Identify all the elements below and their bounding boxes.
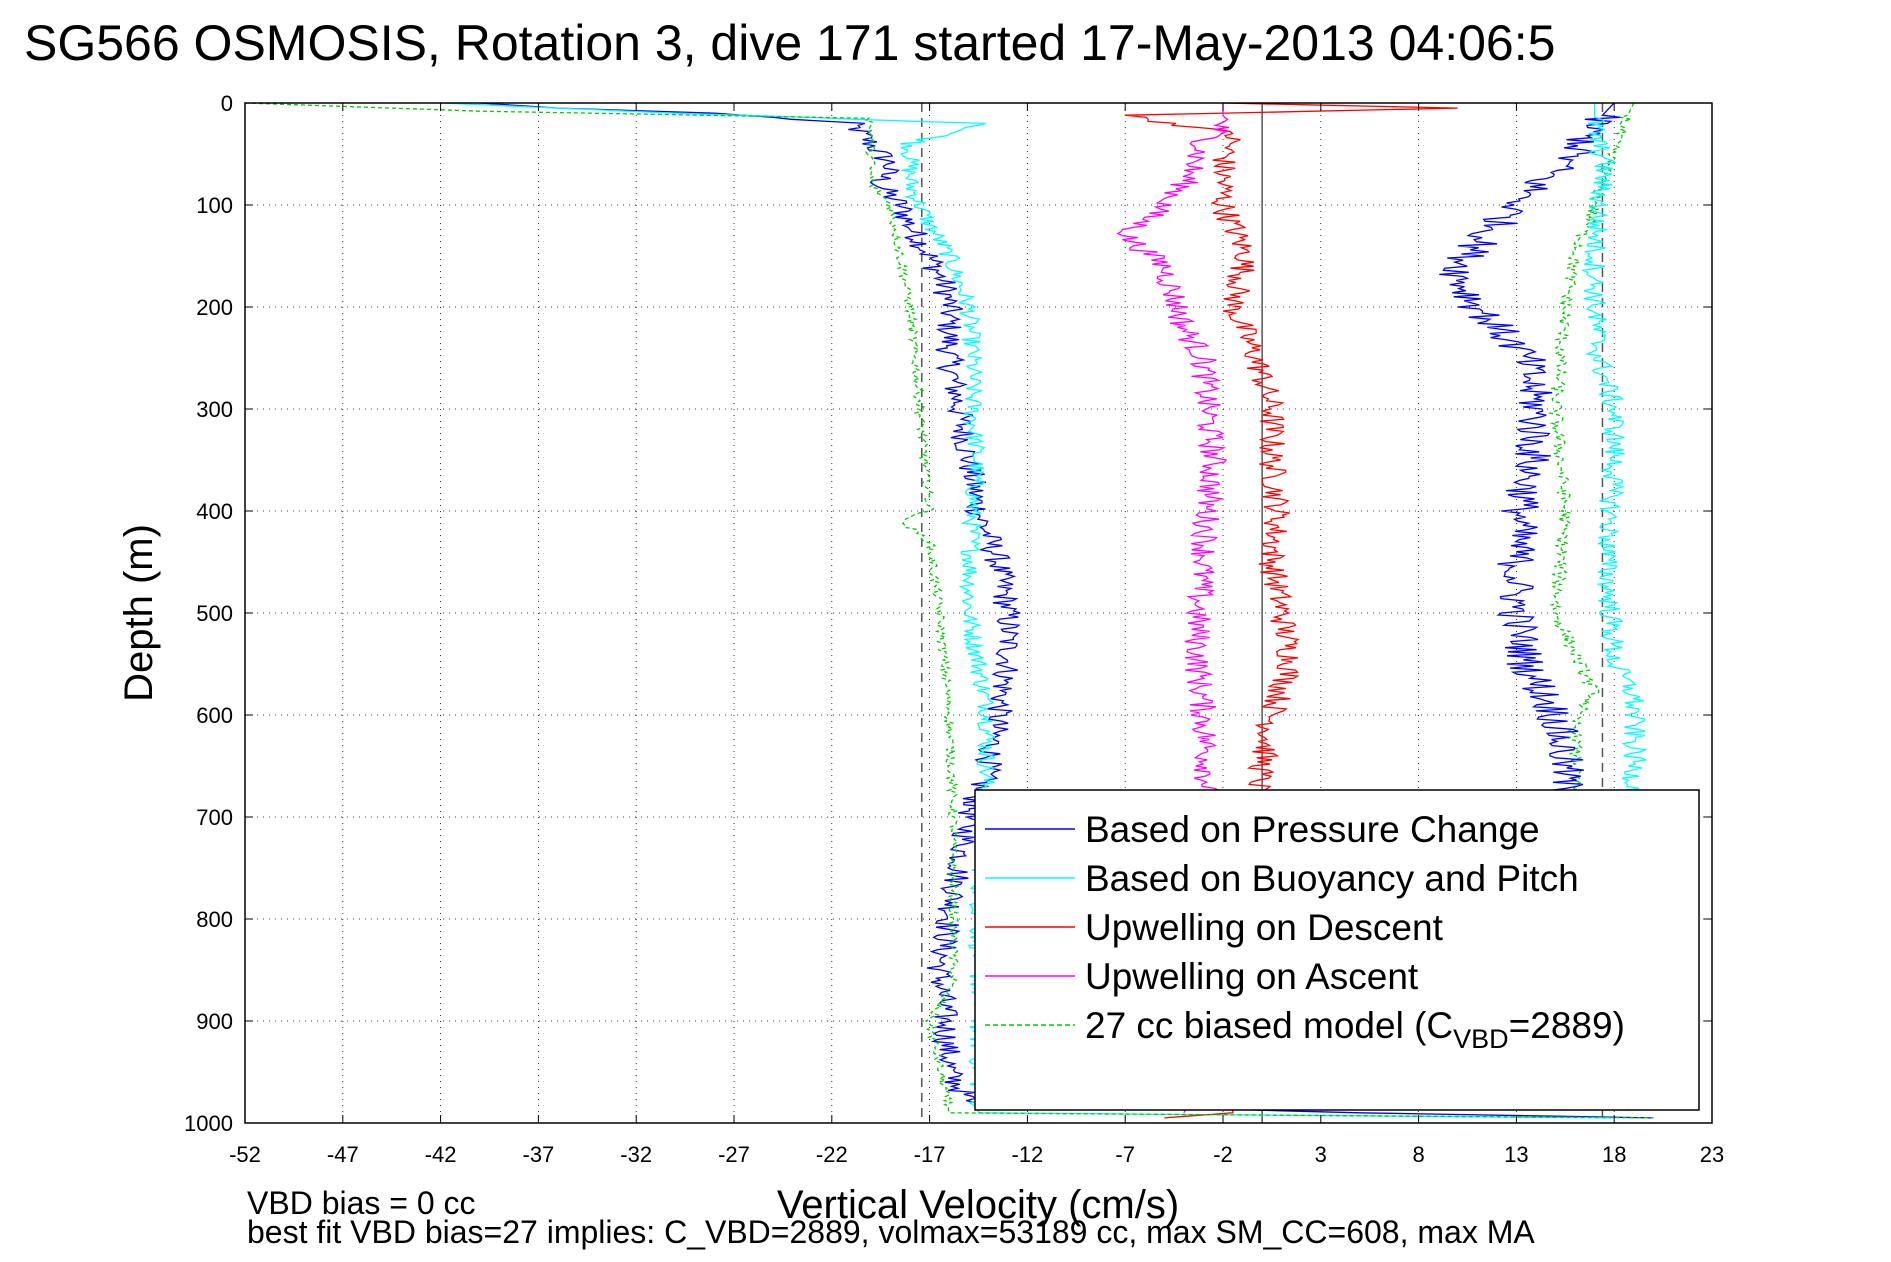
legend-label: Upwelling on Descent: [1085, 907, 1444, 948]
x-tick-label: -47: [327, 1142, 359, 1167]
y-tick-label: 700: [196, 805, 233, 830]
legend-box: [974, 789, 1700, 1111]
x-tick-label: 13: [1504, 1142, 1528, 1167]
x-tick-label: -7: [1115, 1142, 1135, 1167]
x-axis: -52 -47 -42 -37 -32 -27 -22 -17 -12 -7 -2 3 8 13 18 23: [229, 103, 1724, 1167]
y-tick-label: 500: [196, 601, 233, 626]
grid: [245, 103, 1712, 1123]
note-best-fit: best fit VBD bias=27 implies: C_VBD=2889…: [247, 1214, 1535, 1250]
x-tick-label: -12: [1012, 1142, 1044, 1167]
x-axis-label: Vertical Velocity (cm/s): [777, 1183, 1179, 1227]
y-tick-label: 900: [196, 1009, 233, 1034]
legend-label: Based on Pressure Change: [1085, 809, 1540, 850]
x-tick-label: -2: [1213, 1142, 1233, 1167]
series-line: [1547, 102, 1635, 818]
chart-title: SG566 OSMOSIS, Rotation 3, dive 171 star…: [24, 15, 1555, 71]
y-tick-label: 0: [221, 91, 233, 116]
x-tick-label: -32: [620, 1142, 652, 1167]
x-tick-label: 23: [1700, 1142, 1724, 1167]
x-tick-label: -27: [718, 1142, 750, 1167]
x-tick-label: 8: [1412, 1142, 1424, 1167]
legend-label: Based on Buoyancy and Pitch: [1085, 858, 1579, 899]
y-tick-label: 400: [196, 499, 233, 524]
legend-label: Upwelling on Ascent: [1085, 956, 1419, 997]
series-line: [244, 102, 1654, 1119]
legend-label: 27 cc biased model (CVBD=2889): [1085, 1005, 1625, 1054]
y-tick-label: 200: [196, 295, 233, 320]
note-vbd-bias: VBD bias = 0 cc: [247, 1185, 476, 1221]
y-tick-label: 1000: [184, 1111, 233, 1136]
x-tick-label: -37: [523, 1142, 555, 1167]
x-tick-label: -52: [229, 1142, 261, 1167]
x-tick-label: 3: [1315, 1142, 1327, 1167]
y-tick-label: 800: [196, 907, 233, 932]
y-tick-label: 100: [196, 193, 233, 218]
x-tick-label: -22: [816, 1142, 848, 1167]
y-tick-label: 300: [196, 397, 233, 422]
series-line: [1439, 102, 1621, 808]
series-line: [479, 102, 1654, 1119]
y-axis: 0 100 200 300 400 500 600 700 800 900 1000: [184, 91, 1712, 1136]
y-tick-label: 600: [196, 703, 233, 728]
x-tick-label: -42: [425, 1142, 457, 1167]
x-tick-label: 18: [1602, 1142, 1626, 1167]
y-axis-label: Depth (m): [117, 524, 161, 702]
series-line: [1580, 103, 1648, 808]
legend: Based on Pressure Change Based on Buoyanc…: [985, 809, 1625, 1054]
x-tick-label: -17: [914, 1142, 946, 1167]
